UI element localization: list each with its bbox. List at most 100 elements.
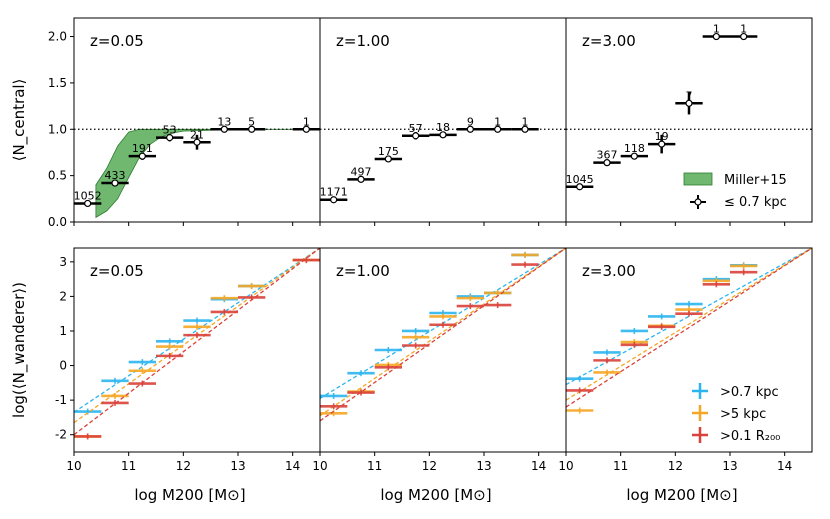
legend-series-label: >5 kpc — [720, 407, 766, 422]
central-point-7 — [302, 125, 310, 133]
central-point-4 — [439, 131, 447, 139]
halo-count-label: 1 — [740, 23, 747, 36]
central-point-5 — [712, 32, 720, 41]
y-tick-label: 3 — [59, 255, 67, 269]
legend-miller-label: Miller+15 — [724, 173, 787, 188]
central-point-5 — [220, 125, 228, 133]
central-point-3 — [412, 132, 420, 140]
bottom-panel-0-data — [74, 248, 320, 440]
central-point-5 — [466, 125, 474, 133]
x-tick-label: 10 — [66, 459, 81, 473]
halo-count-label: 1 — [522, 115, 529, 128]
y-tick-label: 0 — [59, 359, 67, 373]
y-tick-label: 2 — [59, 289, 67, 303]
y-tick-label: 1.5 — [48, 76, 67, 90]
halo-count-label: 1 — [713, 23, 720, 36]
x-tick-label: 14 — [777, 459, 792, 473]
x-tick-label: 10 — [558, 459, 573, 473]
halo-count-label: 19 — [655, 130, 669, 143]
central-point-7 — [521, 125, 529, 133]
legend-point-marker — [694, 198, 702, 206]
central-point-2 — [630, 152, 638, 160]
x-tick-label: 11 — [613, 459, 628, 473]
x-tick-label: 13 — [476, 459, 491, 473]
halo-count-label: 1 — [303, 115, 310, 128]
halo-count-label: 367 — [597, 149, 618, 162]
bottom-y-axis-title: log(⟨N_wanderer⟩) — [10, 282, 29, 418]
top-panel-2-data — [566, 32, 812, 191]
y-tick-label: -1 — [55, 393, 67, 407]
central-point-0 — [576, 183, 584, 191]
halo-count-label: 433 — [105, 169, 126, 182]
panel-redshift-label: z=1.00 — [336, 262, 390, 280]
halo-count-label: 57 — [409, 122, 423, 135]
central-point-4 — [685, 99, 693, 107]
y-tick-label: 2.0 — [48, 30, 67, 44]
halo-count-label: 1045 — [566, 173, 594, 186]
y-tick-label: -2 — [55, 428, 67, 442]
legend-series-label: >0.7 kpc — [720, 385, 779, 400]
x-axis-title: log M200 [M⊙] — [134, 486, 245, 504]
bottom-panel-2-data — [566, 248, 812, 414]
central-point-2 — [138, 152, 146, 160]
top-y-axis-title: ⟨N_central⟩ — [10, 79, 29, 162]
fit-line — [320, 248, 566, 422]
x-tick-label: 12 — [176, 459, 191, 473]
top-panel-0-data — [74, 125, 320, 219]
central-point-6 — [494, 125, 502, 133]
x-tick-label: 14 — [531, 459, 546, 473]
legend-series-label: >0.1 R₂₀₀ — [720, 429, 780, 444]
panel-redshift-label: z=3.00 — [582, 32, 636, 50]
central-point-6 — [740, 32, 748, 41]
legend-points-label: ≤ 0.7 kpc — [724, 195, 787, 210]
x-tick-label: 13 — [230, 459, 245, 473]
legend-miller-swatch — [683, 172, 713, 186]
halo-count-label: 1052 — [74, 189, 102, 202]
central-point-2 — [384, 155, 392, 163]
bottom-panel-1-data — [320, 248, 566, 422]
top-panel-1-data — [320, 125, 566, 204]
halo-count-label: 1171 — [320, 186, 348, 199]
central-point-1 — [603, 159, 611, 167]
halo-count-label: 175 — [378, 145, 399, 158]
x-tick-label: 12 — [422, 459, 437, 473]
x-axis-title: log M200 [M⊙] — [380, 486, 491, 504]
x-tick-label: 11 — [367, 459, 382, 473]
central-point-0 — [330, 196, 338, 204]
bottom-panel-frame — [565, 247, 813, 453]
halo-count-label: 7 — [686, 89, 693, 102]
halo-count-label: 497 — [351, 165, 372, 178]
fit-line — [320, 248, 566, 417]
central-point-1 — [111, 179, 119, 187]
central-point-6 — [248, 125, 256, 133]
central-point-3 — [658, 140, 666, 148]
halo-count-label: 18 — [436, 121, 450, 134]
x-tick-label: 12 — [668, 459, 683, 473]
fit-line — [74, 248, 320, 436]
y-tick-label: 1.0 — [48, 122, 67, 136]
halo-count-label: 5 — [248, 115, 255, 128]
halo-count-label: 1 — [494, 115, 501, 128]
halo-count-label: 191 — [132, 142, 153, 155]
halo-count-label: 53 — [163, 124, 177, 137]
panel-redshift-label: z=0.05 — [90, 262, 144, 280]
x-tick-label: 10 — [312, 459, 327, 473]
x-tick-label: 11 — [121, 459, 136, 473]
central-point-0 — [84, 199, 92, 208]
y-tick-label: 0.0 — [48, 215, 67, 229]
panel-redshift-label: z=1.00 — [336, 32, 390, 50]
central-point-3 — [166, 134, 174, 142]
x-tick-label: 14 — [285, 459, 300, 473]
y-tick-label: 0.5 — [48, 169, 67, 183]
halo-count-label: 9 — [467, 115, 474, 128]
halo-count-label: 21 — [190, 128, 204, 141]
panel-redshift-label: z=0.05 — [90, 32, 144, 50]
x-tick-label: 13 — [722, 459, 737, 473]
central-point-4 — [193, 138, 201, 146]
halo-count-label: 118 — [624, 142, 645, 155]
x-axis-title: log M200 [M⊙] — [626, 486, 737, 504]
halo-count-label: 13 — [217, 115, 231, 128]
y-tick-label: 1 — [59, 324, 67, 338]
top-panel-frame — [565, 17, 813, 223]
